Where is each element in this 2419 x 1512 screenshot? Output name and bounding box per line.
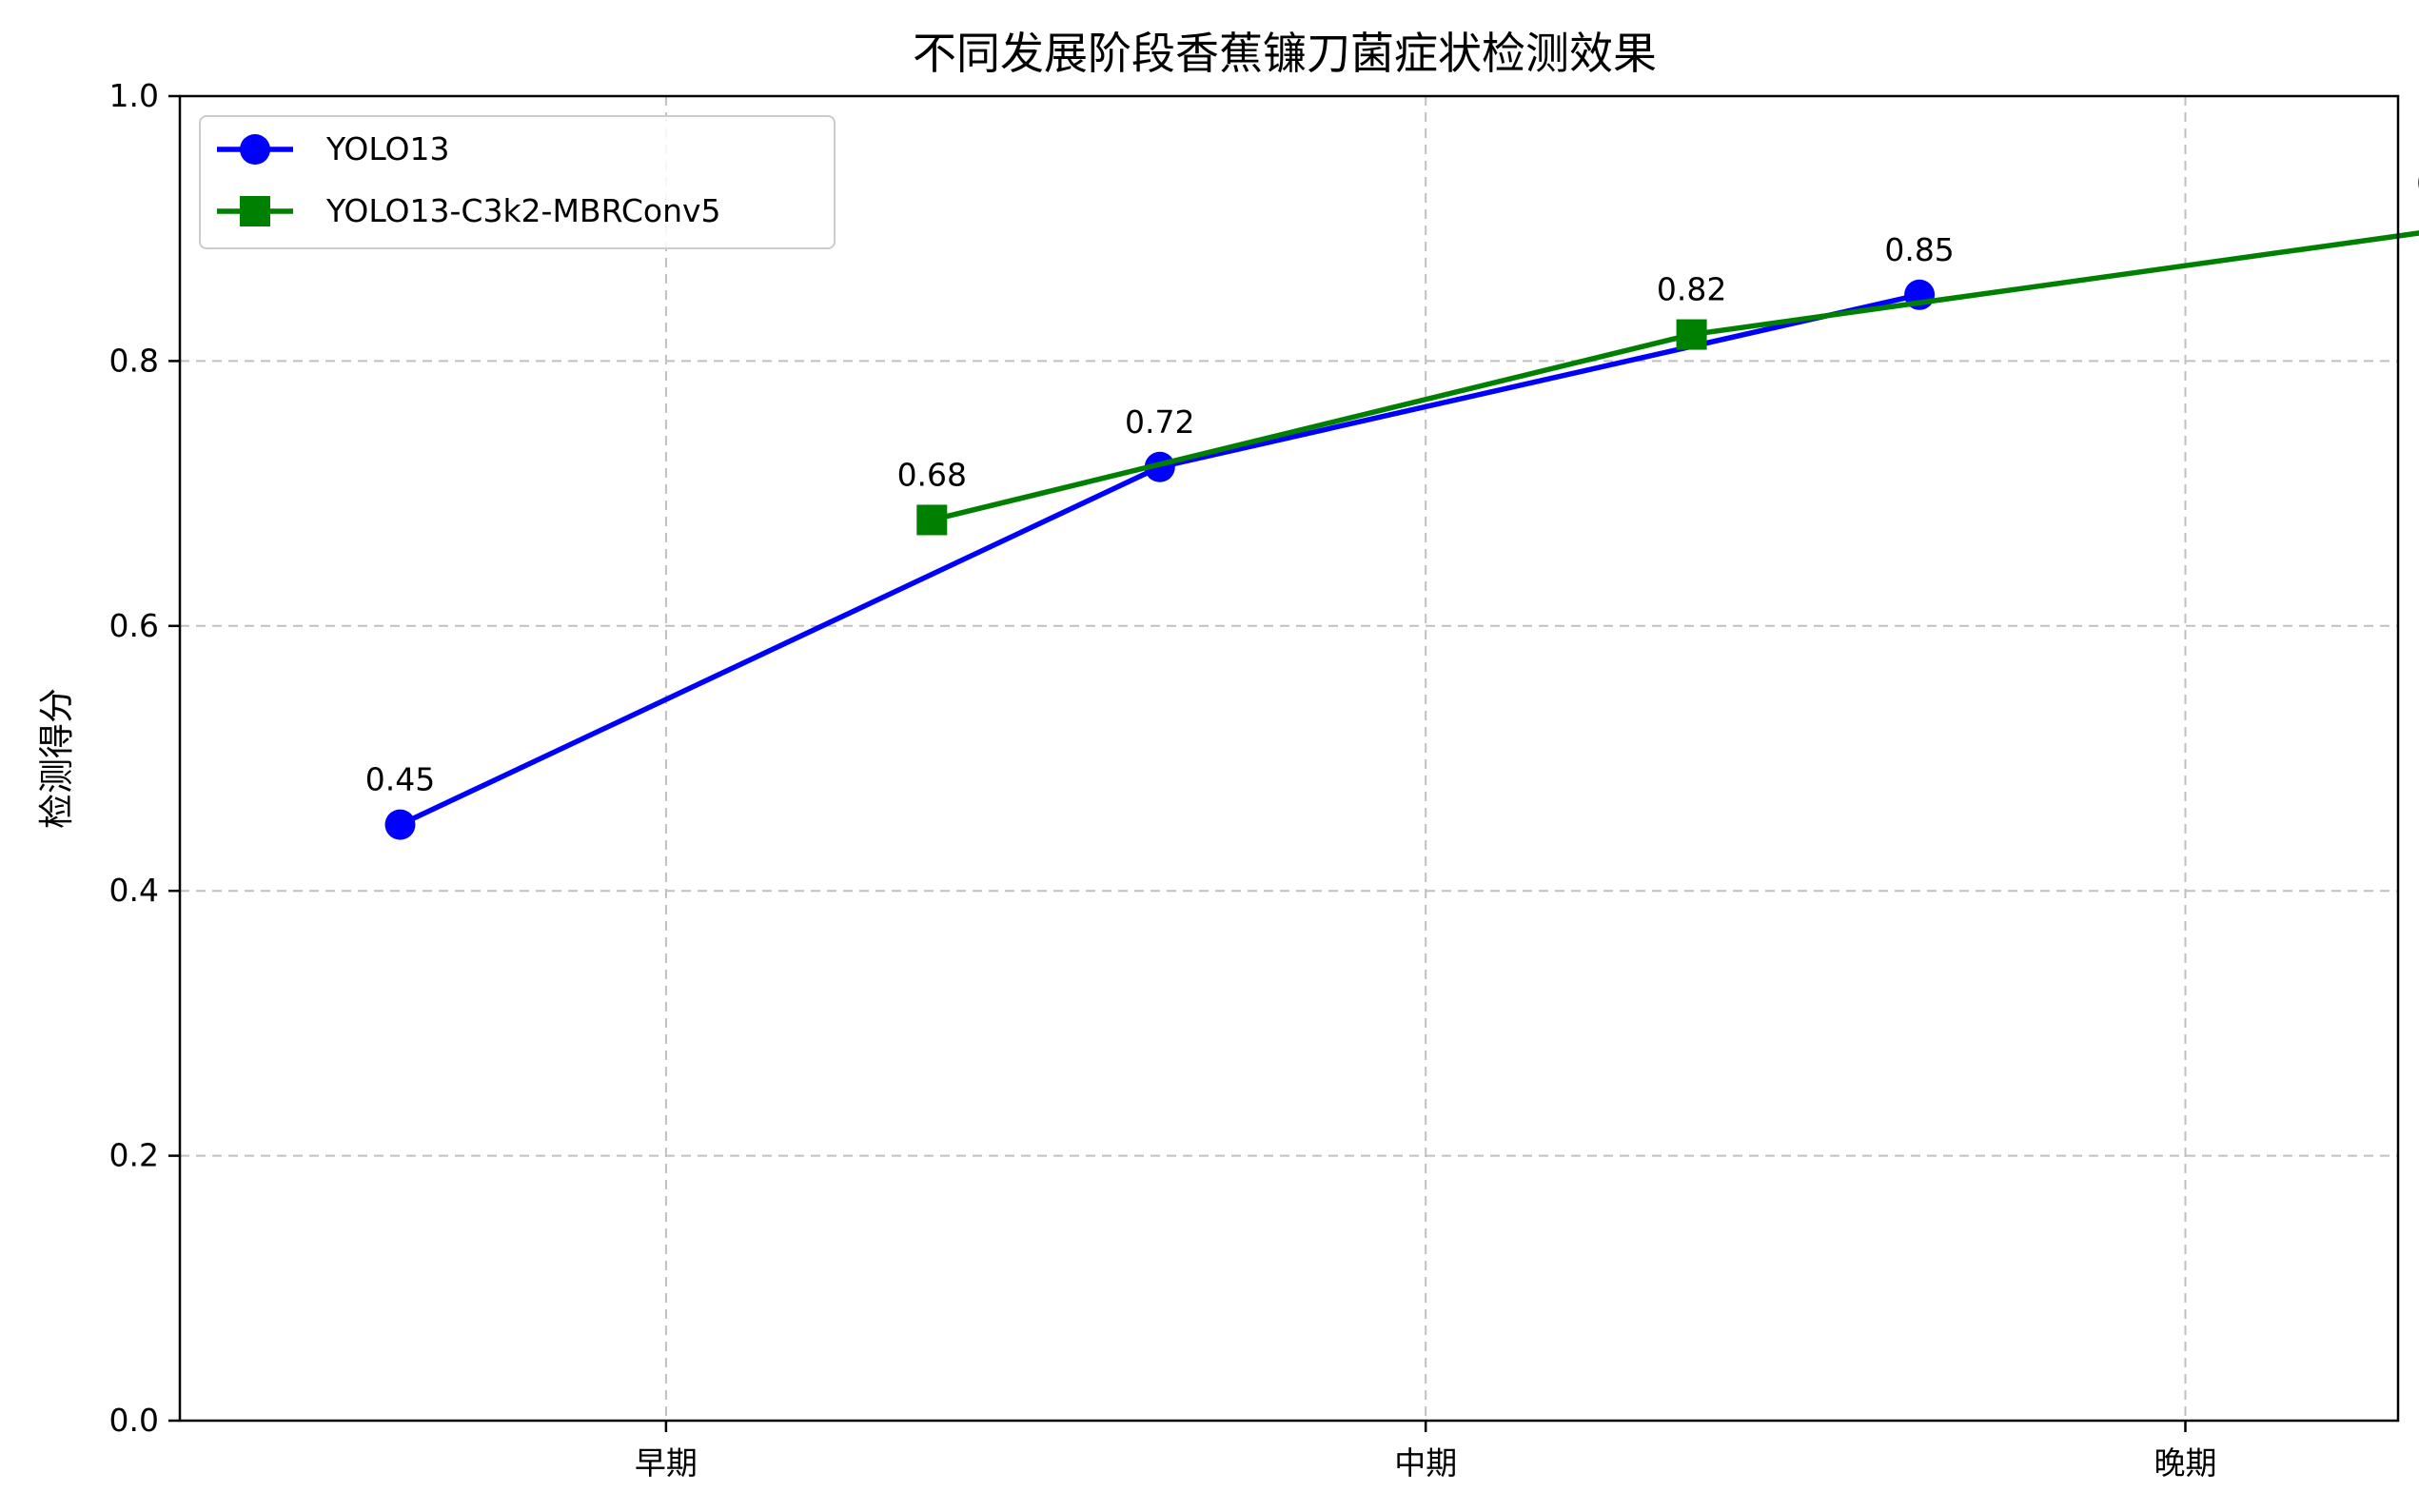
data-label: 0.68: [897, 456, 967, 493]
y-tick-label: 0.4: [109, 872, 159, 909]
data-point: [1676, 319, 1707, 350]
y-axis-label: 检测得分: [36, 688, 77, 829]
x-tick-label: 晚期: [2154, 1444, 2216, 1482]
data-label: 0.82: [1657, 271, 1726, 308]
x-tick-label: 中期: [1394, 1444, 1457, 1482]
series-layer: 0.45 0.72 0.85 0.68 0.82 0.90: [365, 165, 2419, 840]
legend-label: YOLO13-C3k2-MBRConv5: [325, 192, 721, 229]
y-tick-label: 0.8: [109, 342, 159, 379]
data-point: [916, 504, 948, 536]
y-tick-label: 1.0: [109, 77, 159, 114]
y-tick-label: 0.0: [109, 1402, 159, 1439]
chart-title: 不同发展阶段香蕉镰刀菌症状检测效果: [913, 28, 1657, 79]
legend-marker: [240, 134, 270, 165]
series-2: 0.68 0.82 0.90: [897, 165, 2419, 536]
data-label: 0.90: [2416, 165, 2419, 202]
plot-frame: [178, 94, 2400, 1423]
x-tick-label: 早期: [635, 1444, 698, 1482]
data-point: [384, 809, 416, 840]
y-tick-label: 0.2: [109, 1137, 159, 1174]
y-tick-label: 0.6: [109, 607, 159, 644]
data-label: 0.45: [365, 761, 435, 798]
axis-layer: 0.0 0.2 0.4 0.6 0.8 1.0 早期 中期 晚期: [109, 77, 2217, 1482]
legend: YOLO13 YOLO13-C3k2-MBRConv5: [199, 115, 836, 249]
legend-marker: [240, 196, 270, 226]
data-label: 0.72: [1125, 403, 1194, 441]
legend-label: YOLO13: [325, 130, 450, 167]
legend-box: [199, 115, 836, 249]
grid-lines: [180, 96, 2398, 1421]
data-label: 0.85: [1884, 231, 1954, 268]
